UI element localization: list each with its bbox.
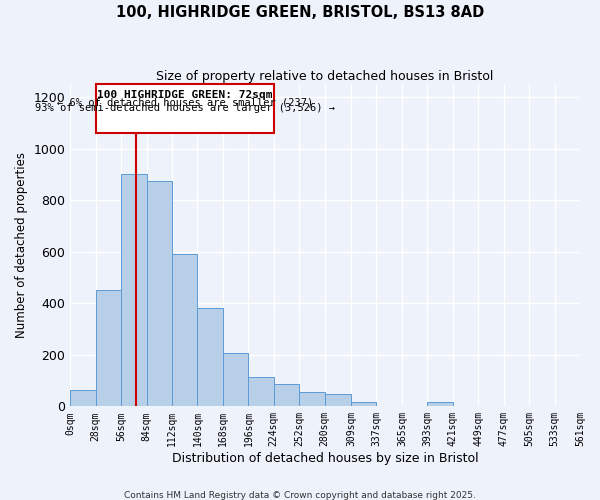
Bar bbox=[427, 402, 453, 406]
Bar bbox=[121, 174, 146, 406]
Y-axis label: Number of detached properties: Number of detached properties bbox=[15, 152, 28, 338]
Title: Size of property relative to detached houses in Bristol: Size of property relative to detached ho… bbox=[157, 70, 494, 83]
X-axis label: Distribution of detached houses by size in Bristol: Distribution of detached houses by size … bbox=[172, 452, 478, 465]
Text: 100, HIGHRIDGE GREEN, BRISTOL, BS13 8AD: 100, HIGHRIDGE GREEN, BRISTOL, BS13 8AD bbox=[116, 5, 484, 20]
Bar bbox=[96, 290, 121, 406]
Bar bbox=[70, 390, 96, 406]
Bar bbox=[172, 254, 197, 406]
Bar bbox=[248, 376, 274, 406]
Bar bbox=[299, 392, 325, 406]
Bar bbox=[274, 384, 299, 406]
Bar bbox=[351, 402, 376, 406]
Bar bbox=[223, 354, 248, 406]
Text: Contains HM Land Registry data © Crown copyright and database right 2025.: Contains HM Land Registry data © Crown c… bbox=[124, 490, 476, 500]
Bar bbox=[325, 394, 351, 406]
Text: ← 6% of detached houses are smaller (237): ← 6% of detached houses are smaller (237… bbox=[56, 97, 313, 107]
Text: 93% of semi-detached houses are larger (3,526) →: 93% of semi-detached houses are larger (… bbox=[35, 104, 335, 114]
Bar bbox=[96, 84, 274, 133]
Bar bbox=[146, 181, 172, 406]
Bar bbox=[197, 308, 223, 406]
Text: 100 HIGHRIDGE GREEN: 72sqm: 100 HIGHRIDGE GREEN: 72sqm bbox=[97, 90, 272, 100]
